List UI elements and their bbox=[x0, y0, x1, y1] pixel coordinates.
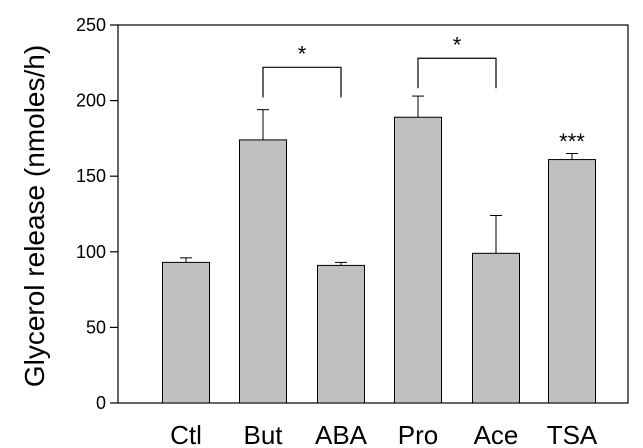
y-tick-label: 250 bbox=[76, 15, 106, 35]
bar-but bbox=[239, 139, 287, 404]
significance-label: *** bbox=[559, 129, 585, 154]
x-tick-label: But bbox=[243, 420, 283, 448]
significance-bracket bbox=[262, 66, 342, 98]
x-tick-label: Ctl bbox=[170, 420, 202, 448]
significance-label: * bbox=[453, 32, 462, 57]
significance-bracket bbox=[417, 57, 497, 89]
axis-labels: 0 50 100 150 200 250 Ctl But ABA Pro Ace TSA bbox=[76, 15, 598, 448]
bar-ace bbox=[472, 252, 520, 404]
bar-aba bbox=[317, 264, 365, 404]
y-tick-label: 50 bbox=[86, 317, 106, 337]
plot-frame bbox=[117, 24, 629, 404]
bar-ctl bbox=[162, 261, 210, 404]
y-axis-title: Glycerol release (nmoles/h) bbox=[19, 45, 50, 387]
significance-label: * bbox=[298, 41, 307, 66]
y-tick-label: 200 bbox=[76, 91, 106, 111]
x-tick-label: ABA bbox=[315, 420, 368, 448]
bar-pro bbox=[394, 116, 442, 404]
y-tick-label: 100 bbox=[76, 242, 106, 262]
bar-tsa bbox=[548, 159, 596, 404]
bars bbox=[162, 116, 596, 404]
y-tick-label: 0 bbox=[96, 393, 106, 413]
significance-annotations: * **** bbox=[262, 32, 585, 154]
x-tick-label: TSA bbox=[547, 420, 598, 448]
error-bars bbox=[180, 95, 578, 266]
axes bbox=[110, 24, 629, 404]
x-tick-label: Ace bbox=[474, 420, 519, 448]
x-tick-label: Pro bbox=[398, 420, 438, 448]
y-tick-label: 150 bbox=[76, 166, 106, 186]
